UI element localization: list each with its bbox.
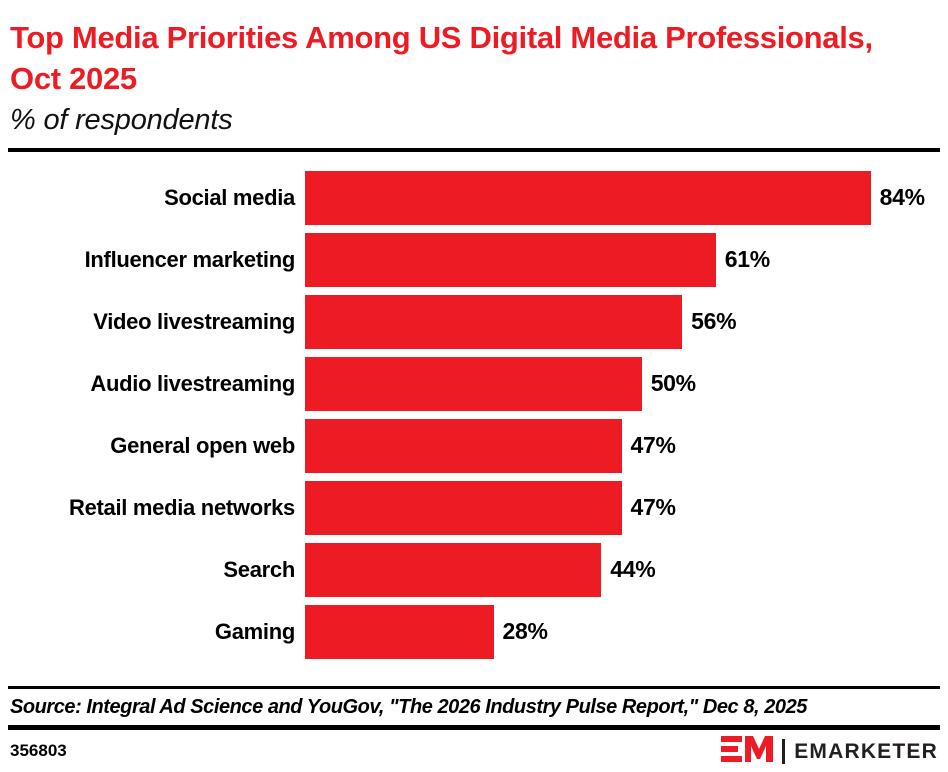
bar-value-label: 50%	[650, 370, 696, 397]
bar-track: 84%	[305, 170, 948, 225]
bar-category-label: Influencer marketing	[84, 246, 296, 272]
bar-row: Audio livestreaming 50%	[0, 356, 948, 411]
brand-divider	[782, 738, 786, 764]
bar-row: Social media 84%	[0, 170, 948, 225]
source-bottom-divider	[8, 725, 940, 730]
bar-value-label: 28%	[502, 618, 548, 645]
bar	[305, 232, 716, 287]
bar	[305, 294, 683, 349]
chart-header: Top Media Priorities Among US Digital Me…	[0, 0, 948, 139]
bar-track: 47%	[305, 480, 948, 535]
bar	[305, 480, 622, 535]
bar-track: 47%	[305, 418, 948, 473]
bar-category-label: Social media	[164, 184, 295, 210]
bar-value-label: 47%	[630, 494, 676, 521]
bar-row: Video livestreaming 56%	[0, 294, 948, 349]
bar-track: 28%	[305, 604, 948, 659]
bar-row: Gaming 28%	[0, 604, 948, 659]
bar-category-label: Audio livestreaming	[90, 370, 295, 396]
bar-track: 44%	[305, 542, 948, 597]
header-divider	[8, 147, 940, 152]
bar-track: 56%	[305, 294, 948, 349]
bar-value-label: 56%	[691, 308, 737, 335]
chart-id: 356803	[10, 741, 67, 760]
bar-row: Retail media networks 47%	[0, 480, 948, 535]
source-note: Source: Integral Ad Science and YouGov, …	[10, 696, 807, 718]
brand-name: EMARKETER	[794, 739, 938, 763]
bar-category-label: Retail media networks	[68, 494, 295, 520]
bar	[305, 356, 642, 411]
bar-row: Search 44%	[0, 542, 948, 597]
bar-value-label: 44%	[610, 556, 656, 583]
bar-chart-plot: Social media 84% Influencer marketing 61% Vi…	[0, 170, 948, 663]
em-monogram-icon	[721, 734, 774, 769]
bar	[305, 542, 602, 597]
brand-logo: EMARKETER	[721, 734, 940, 769]
bar	[305, 170, 871, 225]
footer-bar: 356803 EMARKETER	[8, 730, 940, 772]
bar-track: 50%	[305, 356, 948, 411]
bar-row: General open web 47%	[0, 418, 948, 473]
bar-value-label: 47%	[630, 432, 676, 459]
bar-value-label: 61%	[724, 246, 770, 273]
bar-category-label: Search	[223, 556, 295, 582]
chart-subtitle: % of respondents	[10, 103, 233, 136]
bar-category-label: General open web	[110, 432, 295, 458]
bar	[305, 604, 494, 659]
bar-value-label: 84%	[879, 184, 925, 211]
bar-category-label: Video livestreaming	[93, 308, 295, 334]
bar	[305, 418, 622, 473]
source-top-divider	[8, 686, 940, 689]
bar-track: 61%	[305, 232, 948, 287]
bar-row: Influencer marketing 61%	[0, 232, 948, 287]
bar-category-label: Gaming	[214, 618, 295, 644]
chart-footer: Source: Integral Ad Science and YouGov, …	[0, 686, 948, 772]
page-title: Top Media Priorities Among US Digital Me…	[10, 20, 873, 96]
